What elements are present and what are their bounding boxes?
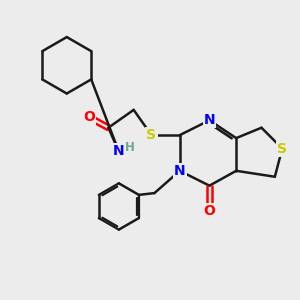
Text: S: S bbox=[146, 128, 157, 142]
Text: N: N bbox=[204, 113, 215, 127]
Text: N: N bbox=[174, 164, 185, 178]
Text: N: N bbox=[113, 145, 124, 158]
Text: S: S bbox=[277, 142, 287, 155]
Text: O: O bbox=[203, 204, 215, 218]
Text: H: H bbox=[125, 141, 135, 154]
Text: O: O bbox=[83, 110, 95, 124]
